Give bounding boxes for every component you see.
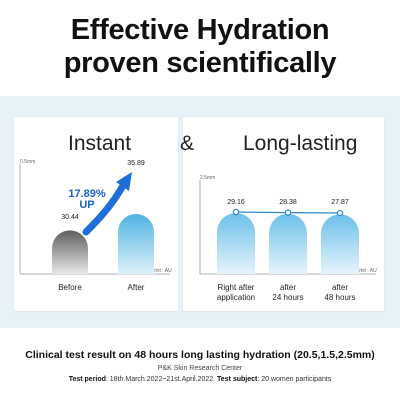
- bar-after: [118, 214, 154, 274]
- headline: Effective Hydration proven scientificall…: [0, 14, 400, 80]
- data-label-after: 35.89: [127, 160, 145, 167]
- marker-48h: [336, 209, 344, 217]
- test-details: Test period: 18th.March.2022~21st.April.…: [0, 376, 400, 383]
- increase-arrow-shaft: [82, 180, 128, 236]
- increase-percent: 17.89%: [68, 188, 106, 200]
- category-48h-line1: after: [331, 283, 348, 292]
- test-subject-label: Test subject: [217, 376, 258, 383]
- category-label-right-after: Right after application: [205, 283, 267, 303]
- research-center: P&K Skin Research Center: [157, 365, 243, 372]
- test-period-value: : 18th.March.2022~21st.April.2022: [105, 376, 214, 383]
- category-label-before: Before: [58, 283, 82, 292]
- category-label-24h: after 24 hours: [262, 283, 314, 303]
- category-24h-line2: 24 hours: [272, 293, 304, 302]
- footer-title: Clinical test result on 48 hours long la…: [25, 349, 375, 361]
- marker-24h: [284, 209, 292, 216]
- headline-line-1: Effective Hydration: [70, 14, 330, 46]
- bar-24h: [269, 213, 307, 274]
- long-lasting-title: Long-lasting: [243, 132, 358, 155]
- category-48h-line2: 48 hours: [324, 293, 356, 302]
- long-lasting-card: [183, 117, 384, 311]
- headline-line-2: proven scientifically: [63, 47, 337, 79]
- marker-right-after: [232, 208, 240, 216]
- ampersand: &: [180, 132, 195, 155]
- test-period-label: Test period: [68, 376, 106, 383]
- category-24h-line1: after: [279, 283, 296, 292]
- long-lasting-unit-label: Unit : AU: [357, 268, 377, 274]
- long-lasting-y-label: 2.5mm: [200, 175, 216, 181]
- instant-card: [14, 117, 178, 311]
- category-label-48h: after 48 hours: [314, 283, 366, 303]
- increase-direction: UP: [79, 199, 95, 211]
- instant-title: Instant: [68, 132, 132, 155]
- data-label-before: 30.44: [61, 214, 79, 221]
- bar-48h: [321, 214, 359, 274]
- increase-arrow-head: [116, 172, 132, 191]
- data-label-24h: 28.38: [279, 199, 297, 206]
- category-right-after-line1: Right after: [217, 283, 255, 292]
- category-label-after: After: [127, 283, 145, 292]
- data-label-right-after: 29.16: [227, 199, 245, 206]
- bar-right-after: [217, 213, 255, 274]
- instant-unit-label: Unit : AU: [152, 268, 172, 274]
- bar-before: [52, 230, 88, 274]
- test-subject-value: : 20 women participants: [257, 376, 332, 383]
- data-label-48h: 27.87: [331, 199, 349, 206]
- instant-y-label: 0.5mm: [20, 159, 36, 165]
- increase-annotation: 17.89% UP: [62, 189, 112, 211]
- category-right-after-line2: application: [216, 293, 256, 302]
